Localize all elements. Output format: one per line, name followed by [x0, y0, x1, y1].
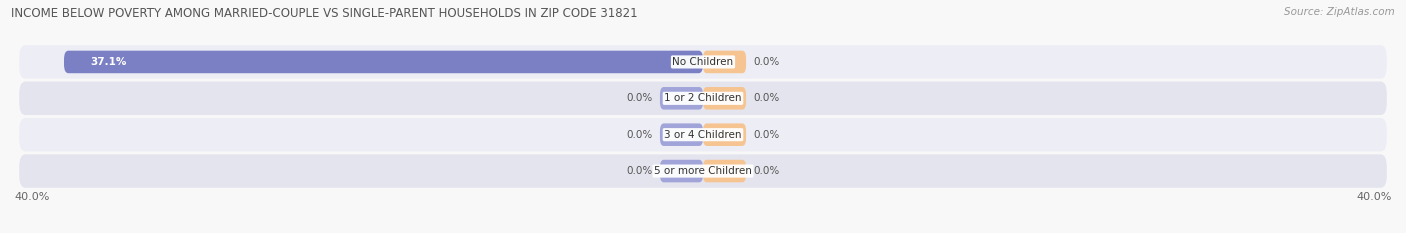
FancyBboxPatch shape: [65, 51, 703, 73]
Text: Source: ZipAtlas.com: Source: ZipAtlas.com: [1284, 7, 1395, 17]
Text: 40.0%: 40.0%: [1357, 192, 1392, 202]
Text: 0.0%: 0.0%: [754, 166, 779, 176]
Text: 0.0%: 0.0%: [754, 130, 779, 140]
Text: No Children: No Children: [672, 57, 734, 67]
FancyBboxPatch shape: [20, 82, 1386, 115]
Text: 0.0%: 0.0%: [627, 166, 652, 176]
Text: 0.0%: 0.0%: [754, 93, 779, 103]
FancyBboxPatch shape: [703, 123, 747, 146]
FancyBboxPatch shape: [703, 51, 747, 73]
FancyBboxPatch shape: [703, 87, 747, 110]
FancyBboxPatch shape: [20, 45, 1386, 79]
Text: 37.1%: 37.1%: [90, 57, 127, 67]
FancyBboxPatch shape: [20, 118, 1386, 151]
FancyBboxPatch shape: [659, 160, 703, 182]
FancyBboxPatch shape: [20, 154, 1386, 188]
Text: 0.0%: 0.0%: [627, 130, 652, 140]
Text: 0.0%: 0.0%: [627, 93, 652, 103]
FancyBboxPatch shape: [659, 123, 703, 146]
Text: 3 or 4 Children: 3 or 4 Children: [664, 130, 742, 140]
FancyBboxPatch shape: [703, 160, 747, 182]
Text: 5 or more Children: 5 or more Children: [654, 166, 752, 176]
Text: 1 or 2 Children: 1 or 2 Children: [664, 93, 742, 103]
Text: 40.0%: 40.0%: [14, 192, 49, 202]
FancyBboxPatch shape: [659, 87, 703, 110]
Text: 0.0%: 0.0%: [754, 57, 779, 67]
Text: INCOME BELOW POVERTY AMONG MARRIED-COUPLE VS SINGLE-PARENT HOUSEHOLDS IN ZIP COD: INCOME BELOW POVERTY AMONG MARRIED-COUPL…: [11, 7, 638, 20]
